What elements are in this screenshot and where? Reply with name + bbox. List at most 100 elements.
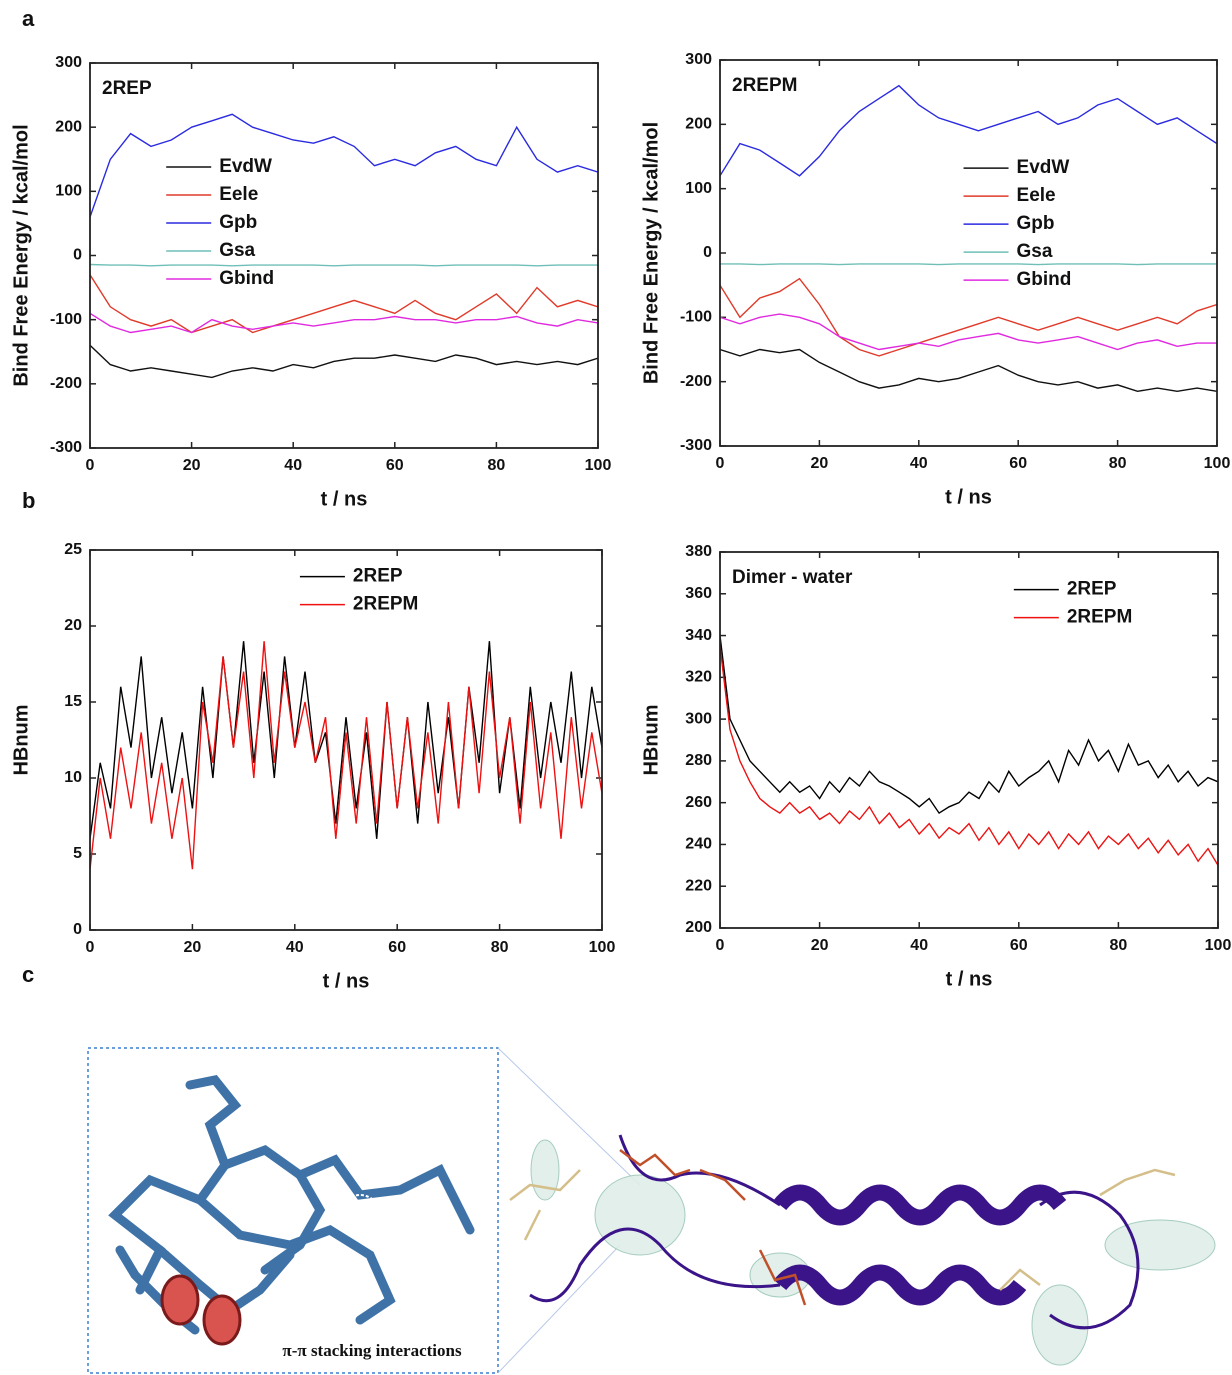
y-axis-label: HBnum [10, 704, 32, 775]
legend-label: Gpb [219, 212, 257, 233]
side-chains [509, 1168, 1176, 1291]
y-tick-label: 200 [685, 116, 712, 133]
x-tick-label: 20 [811, 455, 829, 472]
x-tick-label: 60 [1009, 455, 1027, 472]
y-tick-label: 100 [55, 183, 82, 200]
y-tick-label: 200 [55, 118, 82, 135]
y-tick-label: 380 [685, 543, 712, 560]
series-line [720, 313, 1217, 351]
legend-label: Gsa [1017, 241, 1053, 262]
y-tick-label: 20 [64, 617, 82, 634]
y-axis-label: Bind Free Energy / kcal/mol [10, 124, 32, 386]
x-tick-label: 100 [1204, 455, 1231, 472]
series-line [720, 263, 1217, 266]
y-tick-label: -300 [50, 439, 82, 456]
series-line [90, 113, 598, 218]
y-tick-label: 5 [73, 845, 82, 862]
series-line [90, 641, 602, 870]
series-line [90, 312, 598, 334]
series-line [90, 641, 602, 839]
molecule-illustration: π-π stacking interactions [87, 1047, 1216, 1374]
x-tick-label: 100 [585, 457, 612, 474]
legend-label: 2REPM [1067, 607, 1132, 628]
plot-frame [89, 62, 599, 449]
series-line [720, 277, 1217, 357]
coil [529, 1134, 1140, 1330]
panel-label: b [22, 488, 35, 513]
y-axis-label: Bind Free Energy / kcal/mol [640, 122, 662, 384]
side-chains [619, 1149, 807, 1306]
series-line [720, 645, 1218, 866]
x-tick-label: 40 [286, 939, 304, 956]
series-line [720, 84, 1217, 177]
y-tick-label: 300 [685, 51, 712, 68]
y-tick-label: -100 [680, 309, 712, 326]
y-tick-label: 220 [685, 877, 712, 894]
x-tick-label: 80 [1110, 937, 1128, 954]
y-tick-label: 200 [685, 919, 712, 936]
surfaces [530, 1139, 1216, 1366]
y-tick-label: -100 [50, 311, 82, 328]
panel-label: a [22, 6, 35, 31]
series-line [90, 263, 598, 267]
panel-label: c [22, 962, 34, 987]
series-line [90, 274, 598, 334]
x-tick-label: 40 [284, 457, 302, 474]
x-tick-label: 40 [910, 455, 928, 472]
x-axis-label: t / ns [945, 486, 992, 508]
legend-label: Gsa [219, 240, 255, 261]
y-tick-label: 300 [55, 54, 82, 71]
x-axis-label: t / ns [946, 968, 993, 990]
y-tick-label: 0 [73, 247, 82, 264]
chart: 0 5 10 15 20 25 0 20 40 60 80 100 t / ns HBnum 2REP 2RE… [10, 541, 615, 992]
legend-label: 2REPM [353, 594, 418, 615]
stick-model [108, 1075, 475, 1335]
plot-frame [719, 551, 1219, 929]
x-tick-label: 20 [184, 939, 202, 956]
x-tick-label: 60 [1010, 937, 1028, 954]
y-tick-label: 100 [685, 180, 712, 197]
zoom-line [497, 1244, 621, 1374]
stacking-ring [160, 1274, 200, 1326]
legend-label: Gpb [1017, 213, 1055, 234]
legend-label: 2REP [1067, 579, 1117, 600]
x-axis-label: t / ns [323, 970, 370, 992]
x-tick-label: 0 [86, 457, 95, 474]
plot-frame [719, 59, 1218, 447]
series-line [90, 344, 598, 379]
x-tick-label: 0 [716, 937, 725, 954]
annotation: Dimer - water [732, 567, 853, 588]
y-tick-label: 280 [685, 752, 712, 769]
annotation: 2REPM [732, 75, 797, 96]
legend-label: EvdW [219, 156, 272, 177]
series-line [720, 635, 1218, 815]
y-tick-label: 360 [685, 585, 712, 602]
y-tick-label: 340 [685, 627, 712, 644]
x-tick-label: 60 [386, 457, 404, 474]
figure-annotation: π-π stacking interactions [282, 1341, 462, 1360]
y-tick-label: 260 [685, 794, 712, 811]
y-tick-label: 0 [73, 921, 82, 938]
x-tick-label: 80 [488, 457, 506, 474]
series-line [720, 348, 1217, 393]
y-tick-label: 320 [685, 669, 712, 686]
legend-label: 2REP [353, 566, 403, 587]
aromatic-ring [339, 1194, 381, 1236]
legend-label: EvdW [1017, 157, 1070, 178]
zoom-line [497, 1047, 641, 1186]
x-tick-label: 0 [716, 455, 725, 472]
x-tick-label: 100 [589, 939, 616, 956]
y-tick-label: 25 [64, 541, 82, 558]
x-tick-label: 60 [388, 939, 406, 956]
x-tick-label: 20 [183, 457, 201, 474]
chart: -300 -200 -100 0 100 200 300 0 20 40 60 80 100 t / ns… [10, 54, 611, 510]
legend-label: Gbind [219, 268, 274, 289]
stacking-ring [202, 1294, 242, 1346]
chart: -300 -200 -100 0 100 200 300 0 20 40 60 80 100 t / ns… [640, 51, 1230, 508]
x-tick-label: 0 [86, 939, 95, 956]
y-axis-label: HBnum [640, 704, 662, 775]
x-tick-label: 100 [1205, 937, 1232, 954]
legend-label: Gbind [1017, 269, 1072, 290]
y-tick-label: -300 [680, 437, 712, 454]
